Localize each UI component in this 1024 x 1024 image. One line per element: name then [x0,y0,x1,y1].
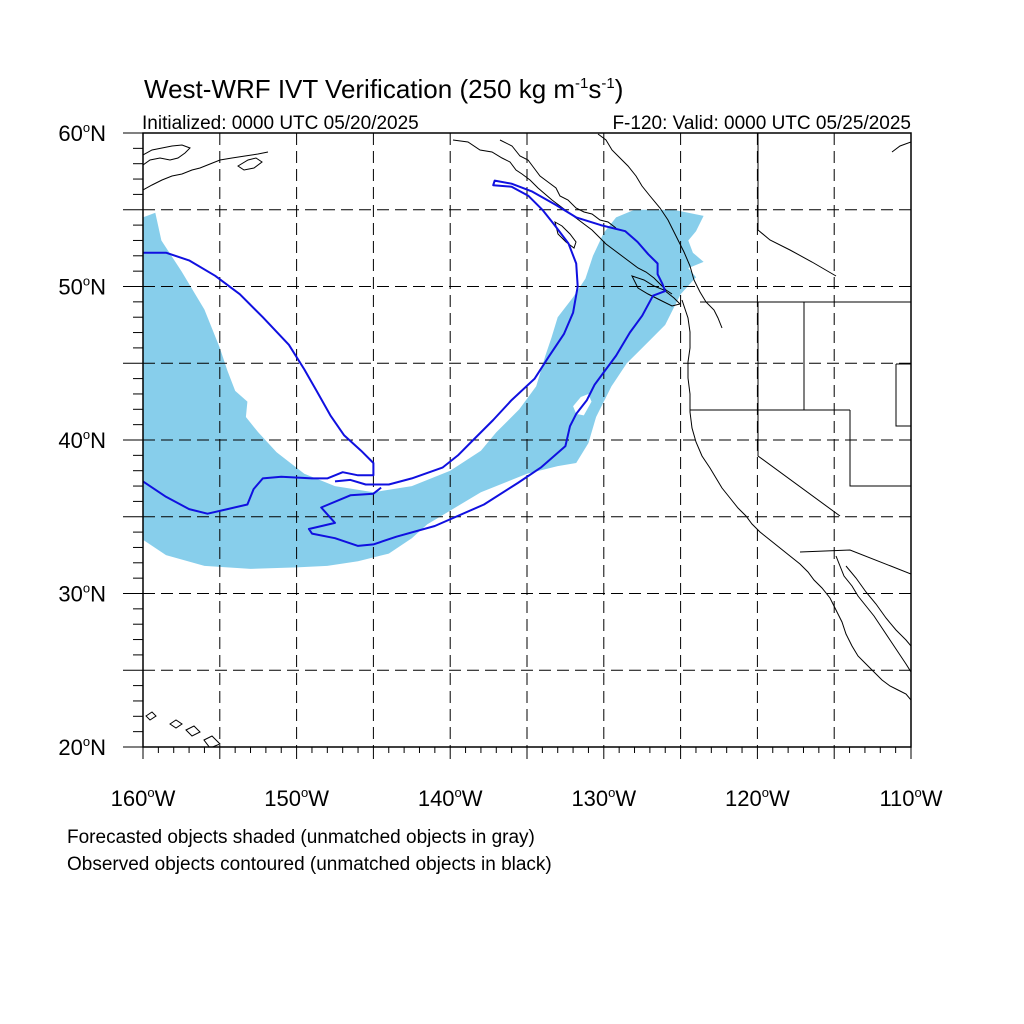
lon-tick-label: 160oW [111,785,176,811]
kodiak-coastline [237,157,263,171]
lat-tick-label: 30oN [58,581,106,607]
lon-tick-label: 110oW [879,785,942,811]
lat-tick-label: 40oN [58,427,106,453]
coastline-layer [143,133,911,747]
hawaii-island-kauai [145,711,157,721]
observed-ivt-contour-1 [143,251,375,515]
lon-tick-label: 150oW [264,785,329,811]
lon-tick-label: 120oW [725,785,790,811]
footnote-observed: Observed objects contoured (unmatched ob… [67,854,552,875]
axis-ticks [123,132,912,759]
lon-tick-label: 130oW [571,785,636,811]
forecast-ivt-object [143,209,704,569]
footnote-forecast: Forecasted objects shaded (unmatched obj… [67,827,535,848]
vancouver-island-coastline [631,275,681,307]
hawaii-island-oahu [169,719,183,729]
lat-tick-label: 60oN [58,120,106,146]
alaska-coastline [143,144,191,166]
hawaii-island-maui [185,725,201,737]
baja-california-coastline [835,555,911,673]
valid-time-label: F-120: Valid: 0000 UTC 05/25/2025 [612,113,911,134]
us-state-borders [690,302,911,517]
us-west-coastline [681,299,911,701]
alaska-peninsula-coastline [143,151,269,191]
lat-tick-label: 50oN [58,274,106,300]
graticule [143,133,911,747]
mainland-mexico-coastline [845,565,911,647]
plot-area [143,133,911,747]
haida-gwaii-coastline [554,220,577,249]
observed-contour-layer [143,179,667,547]
lat-tick-label: 20oN [58,734,106,760]
political-borders-layer [690,133,911,575]
initialized-label: Initialized: 0000 UTC 05/20/2025 [142,113,419,134]
northern-coastline-fragment [891,141,911,153]
lon-tick-label: 140oW [418,785,483,811]
alaska-canada-border [757,133,837,277]
us-mexico-border [799,549,911,575]
observed-ivt-contour-2 [307,179,667,547]
inside-passage-coastline [499,139,617,229]
hawaii-island-big [203,735,221,747]
map-title: West-WRF IVT Verification (250 kg m-1s-1… [144,74,623,104]
forecast-object-layer [143,209,704,569]
